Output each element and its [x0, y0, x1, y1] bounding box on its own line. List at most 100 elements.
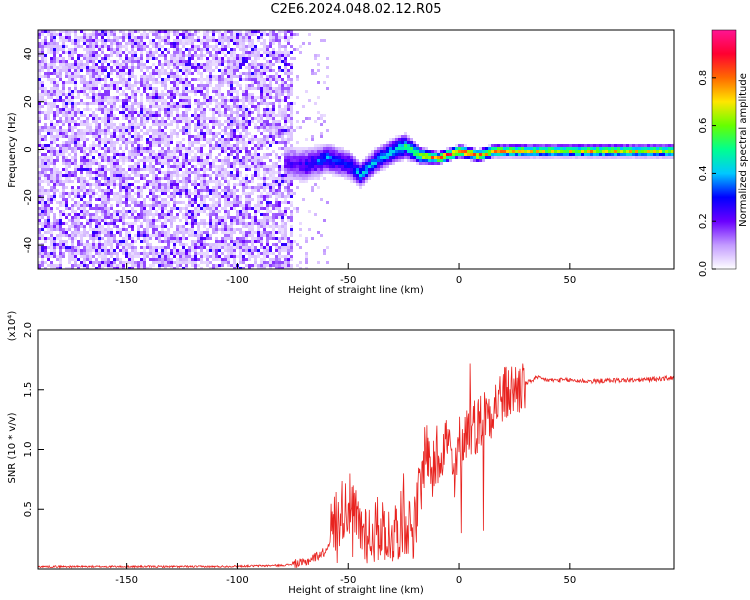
spectrogram-cell	[275, 123, 278, 126]
spectrogram-cell	[242, 255, 245, 258]
spectrogram-cell	[62, 231, 65, 234]
spectrogram-cell	[119, 42, 122, 45]
spectrogram-cell	[134, 51, 137, 54]
spectrogram-cell	[233, 174, 236, 177]
spectrogram-cell	[143, 105, 146, 108]
spectrogram-cell	[110, 147, 113, 150]
spectrogram-cell	[245, 156, 248, 159]
spectrogram-cell	[233, 198, 236, 201]
spectrogram-cell	[206, 84, 209, 87]
spectrogram-cell	[260, 195, 263, 198]
spectrogram-cell	[83, 165, 86, 168]
spectrogram-cell	[44, 255, 47, 258]
spectrogram-cell	[230, 153, 233, 156]
spectrogram-cell	[83, 144, 86, 147]
spectrogram-cell	[131, 261, 134, 264]
spectrogram-cell	[116, 39, 119, 42]
spectrogram-cell	[257, 231, 260, 234]
spectrogram-cell	[92, 141, 95, 144]
spectrogram-cell	[62, 252, 65, 255]
spectrogram-cell	[224, 198, 227, 201]
spectrogram-cell	[107, 99, 110, 102]
spectrogram-cell	[197, 240, 200, 243]
spectrogram-cell	[164, 246, 167, 249]
spectrogram-cell	[155, 210, 158, 213]
spectrogram-cell	[209, 204, 212, 207]
spectrogram-cell	[170, 57, 173, 60]
spectrogram-cell	[167, 258, 170, 261]
spectrogram-cell	[176, 186, 179, 189]
spectrogram-cell	[161, 129, 164, 132]
spectrogram-cell	[122, 174, 125, 177]
spectrogram-cell	[194, 54, 197, 57]
spectrogram-cell	[215, 39, 218, 42]
spectrogram-cell	[173, 96, 176, 99]
spectrogram-cell	[266, 141, 269, 144]
spectrogram-cell	[203, 93, 206, 96]
spectrogram-cell	[107, 114, 110, 117]
spectrogram-cell	[260, 69, 263, 72]
spectrogram-cell	[158, 135, 161, 138]
spectrogram-cell	[44, 123, 47, 126]
spectrogram-cell	[161, 264, 164, 267]
spectrogram-cell	[86, 171, 89, 174]
spectrogram-cell	[275, 72, 278, 75]
spectrogram-cell	[245, 99, 248, 102]
spectrogram-cell	[263, 30, 266, 33]
spectrogram-cell	[209, 63, 212, 66]
spectrogram-cell	[191, 264, 194, 267]
spectrogram-cell	[143, 159, 146, 162]
spectrogram-cell	[116, 54, 119, 57]
spectrogram-cell	[74, 66, 77, 69]
spectrogram-cell	[89, 48, 92, 51]
spectrogram-cell	[221, 51, 224, 54]
spectrogram-cell	[116, 240, 119, 243]
spectrogram-cell	[167, 75, 170, 78]
spectrogram-cell	[113, 165, 116, 168]
spectrogram-cell	[215, 99, 218, 102]
spectrogram-cell	[257, 204, 260, 207]
spectrogram-cell	[185, 75, 188, 78]
spectrogram-cell	[200, 192, 203, 195]
spectrogram-cell	[281, 117, 284, 120]
spectrogram-cell	[215, 243, 218, 246]
spectrogram-cell	[215, 135, 218, 138]
spectrogram-cell	[254, 261, 257, 264]
spectrogram-cell	[77, 60, 80, 63]
spectrogram-cell	[206, 213, 209, 216]
spectrogram-cell	[281, 261, 284, 264]
spectrogram-cell	[212, 249, 215, 252]
spectrogram-cell	[98, 249, 101, 252]
spectrogram-cell	[125, 261, 128, 264]
spectrogram-cell	[74, 252, 77, 255]
spectrogram-cell	[194, 117, 197, 120]
spectrogram-cell	[110, 30, 113, 33]
spectrogram-cell	[89, 192, 92, 195]
spectrogram-cell	[260, 138, 263, 141]
spectrogram-cell	[185, 228, 188, 231]
spectrogram-cell	[206, 132, 209, 135]
spectrogram-cell	[200, 132, 203, 135]
spectrogram-cell	[206, 48, 209, 51]
spectrogram-cell	[134, 129, 137, 132]
spectrogram-cell	[92, 249, 95, 252]
spectrogram-cell	[227, 192, 230, 195]
spectrogram-cell	[83, 87, 86, 90]
spectrogram-cell	[236, 129, 239, 132]
spectrogram-cell	[170, 156, 173, 159]
spectrogram-cell	[146, 81, 149, 84]
spectrogram-cell	[224, 105, 227, 108]
spectrogram-cell	[149, 204, 152, 207]
spectrogram-cell	[53, 36, 56, 39]
spectrogram-cell	[74, 225, 77, 228]
spectrogram-cell	[92, 90, 95, 93]
spectrogram-cell	[272, 75, 275, 78]
spectrogram-cell	[92, 96, 95, 99]
spectrogram-cell	[68, 93, 71, 96]
spectrogram-cell	[275, 141, 278, 144]
spectrogram-cell	[38, 228, 41, 231]
spectrogram-cell	[203, 189, 206, 192]
spectrogram-cell	[107, 162, 110, 165]
spectrogram-cell	[41, 138, 44, 141]
spectrogram-cell	[227, 186, 230, 189]
